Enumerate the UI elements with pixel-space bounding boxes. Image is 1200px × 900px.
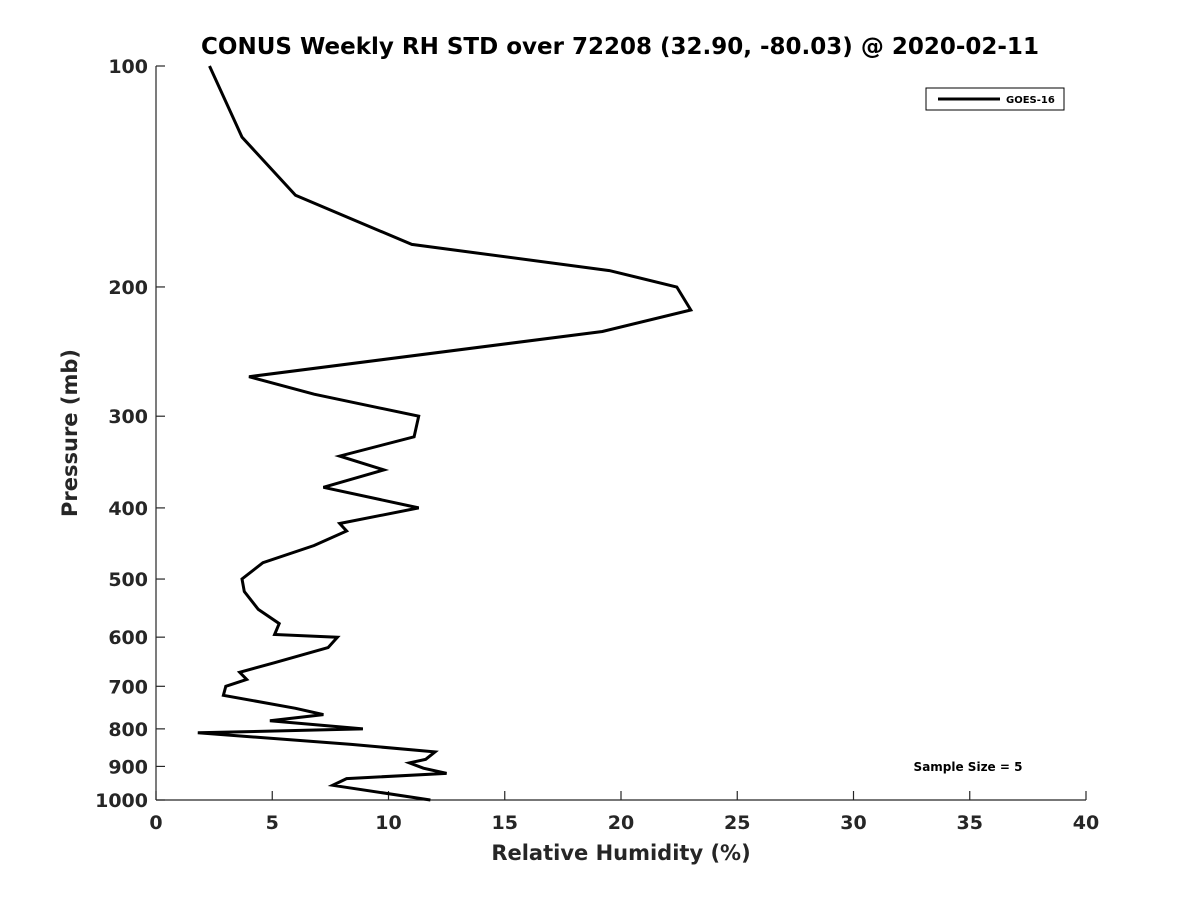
y-tick-label: 200 xyxy=(108,277,148,299)
legend-label-goes16: GOES-16 xyxy=(1006,95,1055,106)
chart-title: CONUS Weekly RH STD over 72208 (32.90, -… xyxy=(201,34,1039,60)
series-line-goes-16 xyxy=(197,65,694,802)
y-tick-label: 600 xyxy=(108,627,148,649)
x-tick-label: 15 xyxy=(492,812,518,834)
x-tick-label: 40 xyxy=(1073,812,1099,834)
x-tick-label: 10 xyxy=(375,812,401,834)
y-tick-label: 900 xyxy=(108,756,148,778)
x-tick-label: 35 xyxy=(957,812,983,834)
plot-axes xyxy=(155,66,1086,801)
y-ticks: 100 200 300 400 500 600 700 800 900 1000 xyxy=(95,56,165,812)
y-tick-label: 500 xyxy=(108,569,148,591)
sample-size-annotation: Sample Size = 5 xyxy=(914,760,1023,774)
y-tick-label: 700 xyxy=(108,676,148,698)
series-layer xyxy=(197,65,694,802)
x-tick-label: 5 xyxy=(266,812,279,834)
y-tick-label: 400 xyxy=(108,498,148,520)
x-axis-label: Relative Humidity (%) xyxy=(491,841,750,865)
x-tick-label: 0 xyxy=(149,812,162,834)
x-tick-label: 20 xyxy=(608,812,634,834)
x-ticks: 0 5 10 15 20 25 30 35 40 xyxy=(149,791,1099,834)
y-tick-label: 1000 xyxy=(95,790,148,812)
legend: GOES-16 xyxy=(925,87,1065,111)
y-tick-label: 800 xyxy=(108,719,148,741)
x-tick-label: 25 xyxy=(724,812,750,834)
y-axis-label: Pressure (mb) xyxy=(58,349,82,517)
y-tick-label: 100 xyxy=(108,56,148,78)
y-tick-label: 300 xyxy=(108,406,148,428)
x-tick-label: 30 xyxy=(840,812,866,834)
